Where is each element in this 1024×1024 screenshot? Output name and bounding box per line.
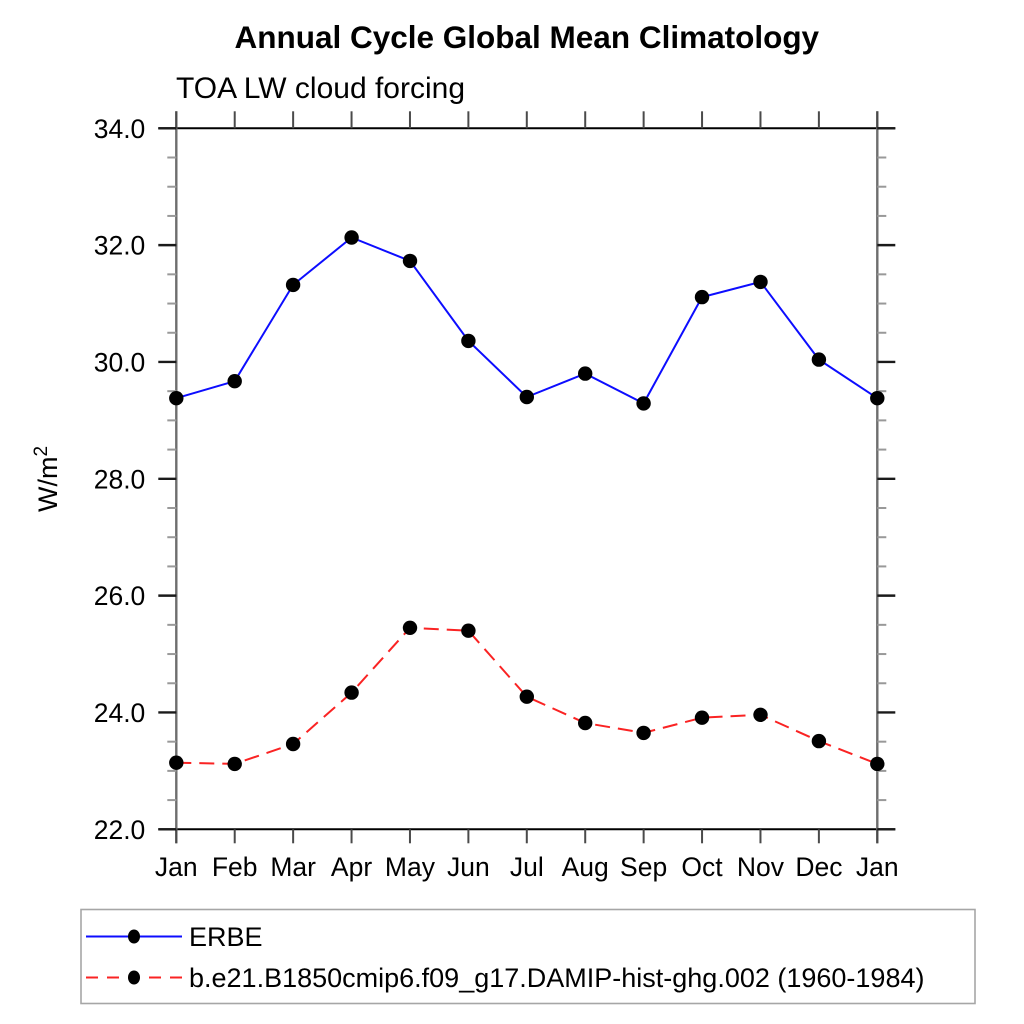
- data-point-series-1: [753, 707, 768, 722]
- data-point-series-0: [461, 333, 476, 349]
- legend-marker-1: [128, 970, 140, 985]
- x-tick-label: Apr: [331, 852, 372, 882]
- x-tick-label: Sep: [620, 852, 667, 882]
- x-tick-label: Jan: [856, 852, 899, 882]
- data-point-series-1: [694, 710, 710, 725]
- x-tick-label: Oct: [681, 852, 723, 882]
- data-point-series-0: [578, 366, 593, 381]
- data-point-series-0: [753, 274, 768, 290]
- y-axis-title: W/m2: [31, 446, 63, 512]
- data-point-series-1: [811, 733, 827, 749]
- y-tick-labels: 22.0 24.0 26.0 28.0 30.0 32.0 34.0: [94, 114, 146, 845]
- data-point-series-1: [870, 756, 885, 772]
- data-point-series-1: [578, 715, 593, 731]
- y-tick-label: 34.0: [94, 114, 146, 144]
- chart-title: Annual Cycle Global Mean Climatology: [234, 19, 819, 55]
- series-line-0: [176, 236, 878, 405]
- x-tick-label: May: [385, 852, 436, 882]
- legend-label-1: b.e21.B1850cmip6.f09_g17.DAMIP-hist-ghg.…: [189, 963, 924, 993]
- y-tick-label: 26.0: [94, 581, 146, 611]
- x-tick-labels: Jan Feb Mar Apr May Jun Jul Aug Sep Oct Nov Dec Jan: [155, 852, 899, 882]
- data-point-series-1: [402, 620, 418, 635]
- data-point-series-0: [519, 389, 534, 405]
- data-point-series-1: [227, 756, 242, 772]
- x-tick-label: Jun: [447, 852, 490, 882]
- data-point-series-1: [461, 623, 476, 638]
- data-point-series-0: [227, 374, 242, 389]
- y-tick-label: 22.0: [94, 815, 146, 845]
- data-series: [169, 230, 885, 772]
- data-point-series-1: [344, 685, 359, 700]
- data-point-series-0: [285, 277, 301, 293]
- x-tick-label: Aug: [562, 852, 609, 882]
- x-tick-label: Dec: [795, 852, 842, 882]
- legend-box: [80, 908, 976, 1005]
- legend: ERBE b.e21.B1850cmip6.f09_g17.DAMIP-hist-…: [80, 908, 976, 1005]
- data-point-series-0: [344, 230, 359, 245]
- data-point-series-1: [519, 689, 534, 704]
- data-point-series-0: [402, 253, 418, 269]
- y-axis-title-exponent: 2: [31, 446, 52, 457]
- data-point-series-1: [169, 755, 184, 770]
- data-point-series-0: [870, 391, 885, 406]
- x-tick-label: Jul: [510, 852, 544, 882]
- data-point-series-0: [169, 391, 184, 406]
- data-point-series-1: [636, 725, 651, 741]
- y-tick-label: 32.0: [94, 231, 146, 261]
- data-point-series-0: [694, 289, 710, 305]
- y-tick-label: 28.0: [94, 464, 146, 494]
- y-tick-label: 24.0: [94, 698, 146, 728]
- data-point-series-0: [811, 352, 827, 367]
- legend-marker-0: [128, 929, 140, 944]
- x-tick-label: Nov: [737, 852, 785, 882]
- y-axis-title-base: W/m: [33, 457, 63, 512]
- axes: [158, 111, 896, 844]
- chart-subtitle: TOA LW cloud forcing: [176, 72, 465, 105]
- data-point-series-0: [636, 396, 651, 411]
- x-tick-label: Jan: [155, 852, 198, 882]
- x-tick-label: Mar: [270, 852, 316, 882]
- legend-label-0: ERBE: [189, 922, 263, 952]
- y-tick-label: 30.0: [94, 347, 146, 377]
- data-point-series-1: [285, 736, 301, 752]
- x-tick-label: Feb: [212, 852, 258, 882]
